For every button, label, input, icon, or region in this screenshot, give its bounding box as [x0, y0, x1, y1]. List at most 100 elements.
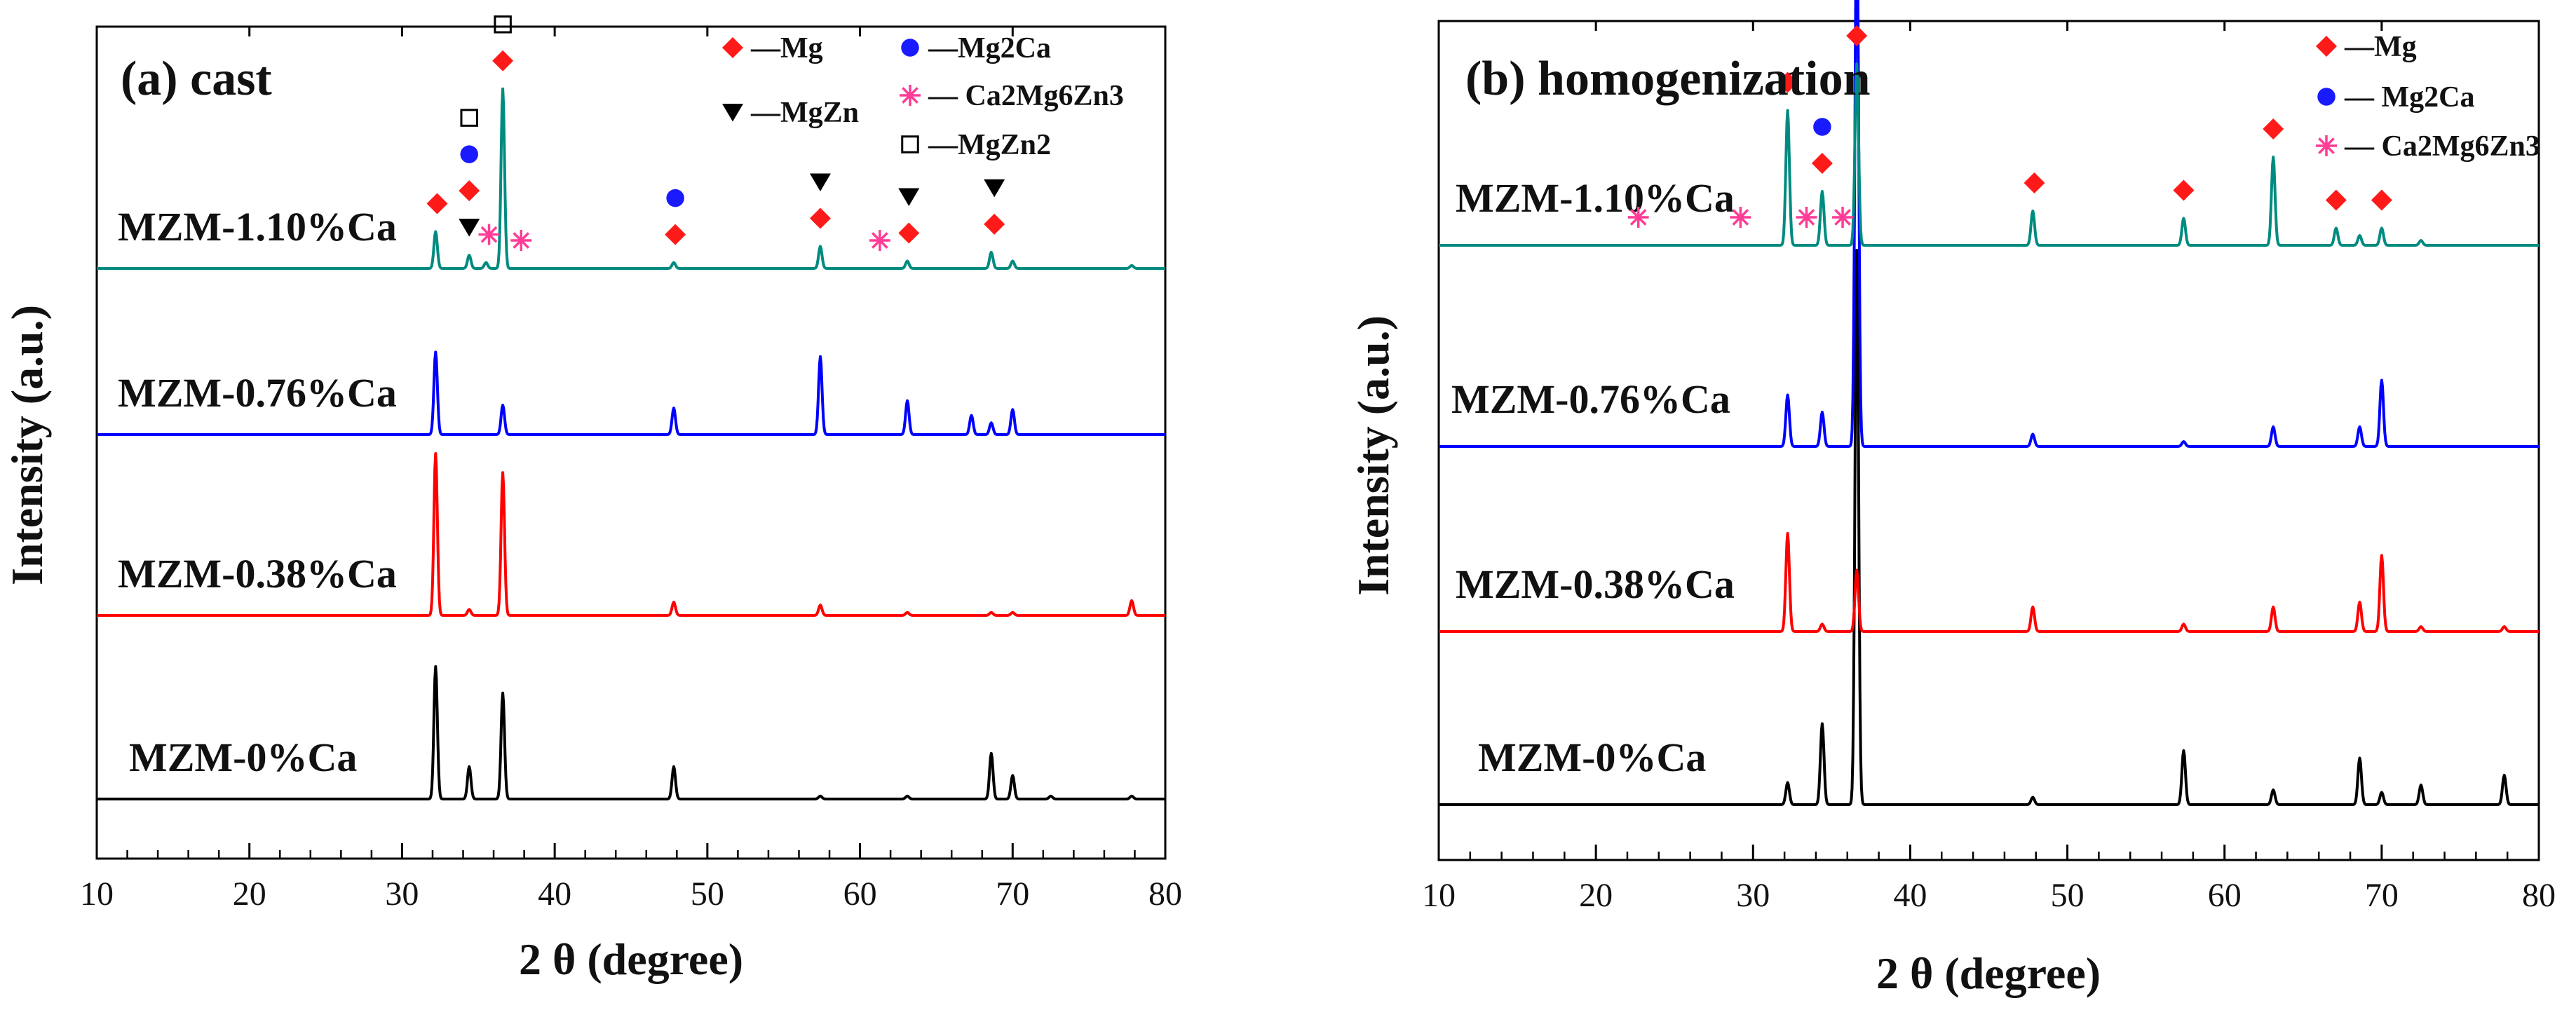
series-label: MZM-0.38%Ca — [118, 551, 397, 596]
series-label: MZM-0.76%Ca — [118, 370, 397, 416]
mg-marker — [809, 207, 831, 229]
mg-marker — [1811, 153, 1833, 174]
series-line — [1438, 0, 2540, 448]
legend-ca2mg6zn3-marker — [2316, 135, 2337, 156]
ca2mg6zn3-marker — [869, 230, 890, 251]
x-tick-label: 60 — [843, 875, 877, 913]
y-axis-title: Intensity (a.u.) — [1348, 315, 1398, 596]
ca2mg6zn3-marker — [1627, 207, 1649, 228]
x-tick-label: 30 — [1736, 877, 1770, 914]
legend-item-mgzn: —MgZn — [722, 97, 859, 129]
legend-label: —Mg2Ca — [928, 32, 1051, 64]
x-tick-label: 70 — [2365, 877, 2399, 914]
mg-marker — [2023, 172, 2045, 193]
x-tick-label: 10 — [80, 875, 114, 913]
legend-label: —Mg — [2344, 31, 2417, 63]
legend-label: — Mg2Ca — [2344, 81, 2474, 114]
x-tick-label: 50 — [691, 875, 724, 913]
legend-mg-marker — [722, 37, 743, 58]
series-label: MZM-1.10%Ca — [1456, 175, 1735, 221]
legend-item-mg: —Mg — [722, 32, 823, 64]
series-MZM-1.10%Ca: MZM-1.10%Ca — [1438, 62, 2540, 247]
mgzn-marker — [984, 179, 1005, 198]
series-MZM-0%Ca: MZM-0%Ca — [1438, 249, 2540, 806]
x-tick-label: 70 — [996, 875, 1029, 913]
series-MZM-1.10%Ca: MZM-1.10%Ca — [96, 87, 1166, 270]
series-MZM-0.38%Ca: MZM-0.38%Ca — [1438, 532, 2540, 633]
x-tick-label: 50 — [2051, 877, 2084, 914]
legend-mgzn-marker — [722, 104, 743, 122]
mg2ca-marker — [460, 145, 478, 163]
mgzn2-marker — [460, 109, 478, 127]
mg-marker — [426, 193, 448, 214]
legend-item-mg: —Mg — [2316, 31, 2417, 63]
mg-marker — [1777, 71, 1798, 93]
legend-mgzn2-marker — [901, 135, 919, 153]
mg-marker — [665, 224, 686, 245]
ca2mg6zn3-marker — [1730, 207, 1751, 228]
series-label: MZM-0.76%Ca — [1451, 376, 1730, 422]
mg2ca-marker — [1813, 118, 1831, 136]
series-label: MZM-0%Ca — [129, 735, 357, 780]
ca2mg6zn3-marker — [1832, 207, 1854, 228]
mg-marker — [459, 180, 480, 202]
mg-marker — [2173, 179, 2195, 201]
x-tick-label: 80 — [2522, 877, 2556, 914]
series-label: MZM-0%Ca — [1478, 735, 1706, 780]
x-tick-label: 20 — [233, 875, 266, 913]
mg-marker — [1846, 25, 1868, 46]
legend-mg2ca-marker — [901, 39, 919, 57]
phase-annotations — [1627, 25, 2392, 228]
legend: —Mg — Mg2Ca — Ca2Mg6Zn3 — [2316, 31, 2540, 163]
series-label: MZM-0.38%Ca — [1456, 561, 1735, 607]
panel-title: (a) cast — [121, 52, 272, 106]
x-tick-label: 30 — [385, 875, 419, 913]
mgzn-marker — [809, 173, 831, 191]
legend-item-mg2ca: — Mg2Ca — [2317, 81, 2474, 114]
ca2mg6zn3-marker — [1796, 207, 1817, 228]
x-tick-label: 40 — [1893, 877, 1927, 914]
mg-marker — [2325, 189, 2347, 211]
series-MZM-0.76%Ca: MZM-0.76%Ca — [96, 350, 1166, 436]
series-line — [96, 350, 1166, 436]
mg-marker — [2371, 189, 2392, 211]
series-line — [1438, 62, 2540, 247]
x-axis: 10 20 30 40 50 60 70 80 — [80, 27, 1182, 913]
plot-frame — [1437, 20, 2540, 861]
legend-label: — Ca2Mg6Zn3 — [2344, 130, 2540, 163]
x-tick-label: 40 — [538, 875, 571, 913]
x-axis: 10 20 30 40 50 60 70 80 — [1422, 21, 2556, 914]
series-line — [96, 665, 1166, 800]
x-axis-title: 2 θ (degree) — [519, 934, 743, 984]
series-line — [96, 87, 1166, 270]
legend-item-ca2mg6zn3: — Ca2Mg6Zn3 — [2316, 130, 2540, 163]
legend-item-mg2ca: —Mg2Ca — [901, 32, 1051, 64]
phase-annotations — [426, 15, 1005, 251]
legend-item-mgzn2: —MgZn2 — [901, 129, 1051, 161]
legend-label: —MgZn2 — [928, 129, 1051, 161]
panel-a: 10 20 30 40 50 60 70 80 MZM-0%Ca MZM-0.38%Ca MZM-0… — [2, 15, 1182, 984]
ca2mg6zn3-marker — [478, 224, 500, 245]
series-label: MZM-1.10%Ca — [118, 204, 397, 250]
legend-item-ca2mg6zn3: — Ca2Mg6Zn3 — [900, 80, 1124, 112]
legend-label: —MgZn — [750, 97, 859, 129]
legend: —Mg —MgZn —Mg2Ca — Ca2Mg6Zn3 —MgZn2 — [722, 32, 1124, 161]
series-line — [96, 452, 1166, 617]
legend-label: —Mg — [750, 32, 823, 64]
legend-ca2mg6zn3-marker — [900, 85, 921, 106]
series-MZM-0%Ca: MZM-0%Ca — [96, 665, 1166, 800]
series-line — [1438, 249, 2540, 806]
plot-frame — [95, 25, 1167, 860]
x-axis-title: 2 θ (degree) — [1876, 948, 2101, 998]
series-MZM-0.38%Ca: MZM-0.38%Ca — [96, 452, 1166, 617]
x-tick-label: 60 — [2208, 877, 2242, 914]
panel-title: (b) homogenization — [1465, 52, 1871, 106]
ca2mg6zn3-marker — [510, 230, 532, 251]
mg2ca-marker — [666, 189, 684, 207]
mgzn-marker — [459, 219, 480, 237]
x-tick-label: 10 — [1422, 877, 1456, 914]
series-line — [1438, 532, 2540, 633]
mg-marker — [492, 50, 514, 71]
series-MZM-0.76%Ca: MZM-0.76%Ca — [1438, 0, 2540, 448]
